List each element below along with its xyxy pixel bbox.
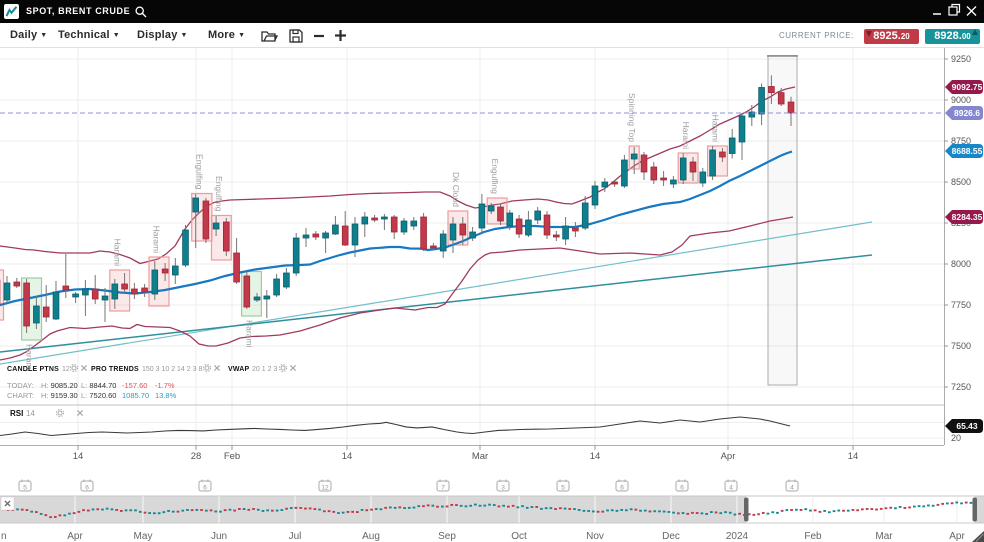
svg-text:150 3 10 2 14 2 3 8: 150 3 10 2 14 2 3 8 <box>142 366 202 373</box>
svg-text:13.8%: 13.8% <box>155 391 177 400</box>
svg-text:Dec: Dec <box>662 531 680 542</box>
svg-text:Mar: Mar <box>875 531 893 542</box>
svg-text:12: 12 <box>321 485 329 492</box>
svg-text:8926.6: 8926.6 <box>954 108 980 118</box>
svg-text:5: 5 <box>23 485 27 492</box>
svg-text:CANDLE PTNS: CANDLE PTNS <box>7 366 59 373</box>
svg-text:Sep: Sep <box>438 531 456 542</box>
svg-text:6: 6 <box>680 485 684 492</box>
svg-text:20 1 2 3: 20 1 2 3 <box>252 366 277 373</box>
svg-text:Jul: Jul <box>289 531 302 542</box>
svg-text:14: 14 <box>26 409 35 418</box>
svg-text:4: 4 <box>790 485 794 492</box>
svg-text:7250: 7250 <box>951 382 971 392</box>
svg-text:Apr: Apr <box>949 531 965 542</box>
svg-text:H: 9159.30: H: 9159.30 <box>41 391 78 400</box>
svg-text:8000: 8000 <box>951 259 971 269</box>
svg-text:7500: 7500 <box>951 341 971 351</box>
svg-text:Apr: Apr <box>721 451 736 462</box>
svg-text:1085.70: 1085.70 <box>122 391 149 400</box>
svg-text:Harami: Harami <box>24 344 34 372</box>
svg-text:6: 6 <box>203 485 207 492</box>
svg-text:9250: 9250 <box>951 54 971 64</box>
svg-text:CHART:: CHART: <box>7 391 34 400</box>
svg-text:Engulfing: Engulfing <box>195 154 205 190</box>
svg-text:-1.7%: -1.7% <box>155 381 175 390</box>
svg-text:Harami: Harami <box>112 239 122 267</box>
svg-text:14: 14 <box>590 451 601 462</box>
svg-text:Oct: Oct <box>511 531 527 542</box>
svg-text:8500: 8500 <box>951 177 971 187</box>
svg-text:7750: 7750 <box>951 300 971 310</box>
svg-text:-157.60: -157.60 <box>122 381 147 390</box>
svg-text:PRO TRENDS: PRO TRENDS <box>91 366 139 373</box>
svg-text:RSI: RSI <box>10 409 23 418</box>
svg-text:Apr: Apr <box>67 531 83 542</box>
svg-text:12: 12 <box>62 366 70 373</box>
svg-text:L: 7520.60: L: 7520.60 <box>81 391 116 400</box>
svg-text:3: 3 <box>501 485 505 492</box>
svg-text:6: 6 <box>620 485 624 492</box>
svg-text:L: 8844.70: L: 8844.70 <box>81 381 116 390</box>
svg-text:14: 14 <box>342 451 353 462</box>
svg-text:H: 9085.20: H: 9085.20 <box>41 381 78 390</box>
svg-text:Mar: Mar <box>472 451 488 462</box>
svg-text:Harami: Harami <box>681 122 691 150</box>
svg-text:Nov: Nov <box>586 531 604 542</box>
svg-text:2024: 2024 <box>726 531 749 542</box>
svg-text:Feb: Feb <box>224 451 240 462</box>
svg-text:14: 14 <box>848 451 859 462</box>
svg-text:9000: 9000 <box>951 95 971 105</box>
svg-text:Jun: Jun <box>211 531 227 542</box>
svg-text:28: 28 <box>191 451 202 462</box>
svg-text:Engulfing: Engulfing <box>214 176 224 212</box>
svg-text:6: 6 <box>85 485 89 492</box>
svg-text:9092.75: 9092.75 <box>952 82 983 92</box>
svg-text:Dk Cloud: Dk Cloud <box>451 172 461 207</box>
svg-text:Engulfing: Engulfing <box>490 159 500 195</box>
svg-text:Harami: Harami <box>152 226 162 254</box>
svg-text:65.43: 65.43 <box>956 421 978 431</box>
svg-text:Spinning Top: Spinning Top <box>627 93 637 142</box>
svg-text:8750: 8750 <box>951 136 971 146</box>
svg-text:5: 5 <box>561 485 565 492</box>
svg-text:Harami: Harami <box>244 320 254 348</box>
svg-text:8688.55: 8688.55 <box>952 146 983 156</box>
svg-text:VWAP: VWAP <box>228 366 250 373</box>
svg-text:8284.35: 8284.35 <box>952 212 983 222</box>
svg-text:n: n <box>1 531 7 542</box>
svg-text:14: 14 <box>73 451 84 462</box>
svg-text:4: 4 <box>729 485 733 492</box>
svg-text:20: 20 <box>951 433 961 443</box>
svg-text:Feb: Feb <box>804 531 822 542</box>
svg-text:Harami: Harami <box>710 115 720 143</box>
svg-text:May: May <box>134 531 153 542</box>
svg-text:7: 7 <box>441 485 445 492</box>
svg-text:TODAY:: TODAY: <box>7 381 34 390</box>
svg-text:Aug: Aug <box>362 531 380 542</box>
